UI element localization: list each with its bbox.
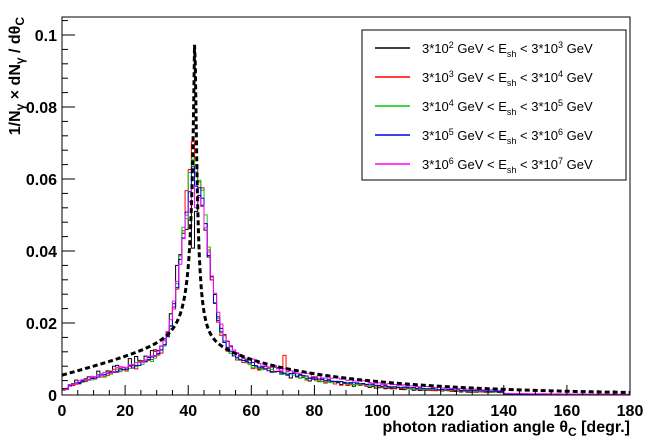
x-tick-label: 20 [116, 403, 134, 420]
x-tick-label: 80 [306, 403, 324, 420]
legend-label: 3*104 GeV < Esh < 3*105 GeV [422, 98, 593, 117]
legend-label: 3*102 GeV < Esh < 3*103 GeV [422, 40, 593, 59]
x-tick-label: 60 [242, 403, 260, 420]
y-tick-label: 0.08 [26, 100, 57, 117]
tick-layer: 0 20 40 60 80 100 120 140 160 180 0 0.02 0.04 0.06 0.0… [26, 20, 644, 420]
y-axis-title: 1/Nγ × dNγ / dθC [7, 17, 27, 136]
x-tick-label: 160 [554, 403, 581, 420]
histogram-series-4 [61, 166, 631, 396]
x-tick-label: 140 [490, 403, 517, 420]
histogram-series-5 [61, 187, 631, 395]
legend-entry-5: 3*106 GeV < Esh < 3*107 GeV [375, 156, 593, 175]
legend: 3*102 GeV < Esh < 3*103 GeV 3*103 GeV < E… [361, 29, 627, 181]
legend-entry-3: 3*104 GeV < Esh < 3*105 GeV [375, 98, 593, 117]
legend-entry-4: 3*105 GeV < Esh < 3*106 GeV [375, 127, 593, 146]
legend-label: 3*103 GeV < Esh < 3*104 GeV [422, 69, 593, 88]
x-axis-title: photon radiation angle θC [degr.] [382, 419, 630, 439]
y-tick-label: 0.06 [26, 172, 57, 189]
legend-label: 3*106 GeV < Esh < 3*107 GeV [422, 156, 593, 175]
y-tick-label: 0.1 [35, 28, 57, 45]
histogram-series-1 [61, 194, 631, 396]
x-tick-label: 120 [427, 403, 454, 420]
x-tick-label: 100 [364, 403, 391, 420]
y-tick-label: 0.02 [26, 316, 57, 333]
legend-entry-1: 3*102 GeV < Esh < 3*103 GeV [375, 40, 593, 59]
x-tick-label: 40 [179, 403, 197, 420]
axis-titles: photon radiation angle θC [degr.] 1/Nγ × … [7, 17, 630, 439]
legend-label: 3*105 GeV < Esh < 3*106 GeV [422, 127, 593, 146]
legend-entry-2: 3*103 GeV < Esh < 3*104 GeV [375, 69, 593, 88]
y-tick-label: 0 [48, 388, 57, 405]
x-tick-label: 180 [617, 403, 644, 420]
legend-box [361, 29, 627, 181]
y-tick-label: 0.04 [26, 244, 57, 261]
x-tick-label: 0 [58, 403, 67, 420]
